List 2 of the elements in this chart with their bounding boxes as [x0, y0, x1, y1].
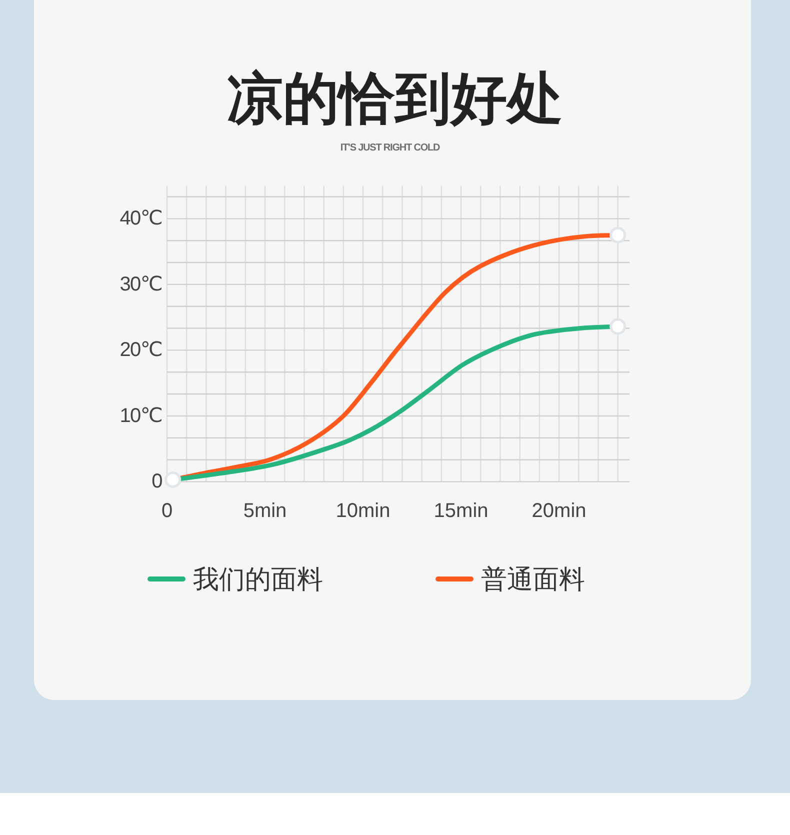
- subtitle: IT'S JUST RIGHT COLD: [340, 142, 440, 154]
- title: 凉的恰到好处: [227, 66, 563, 130]
